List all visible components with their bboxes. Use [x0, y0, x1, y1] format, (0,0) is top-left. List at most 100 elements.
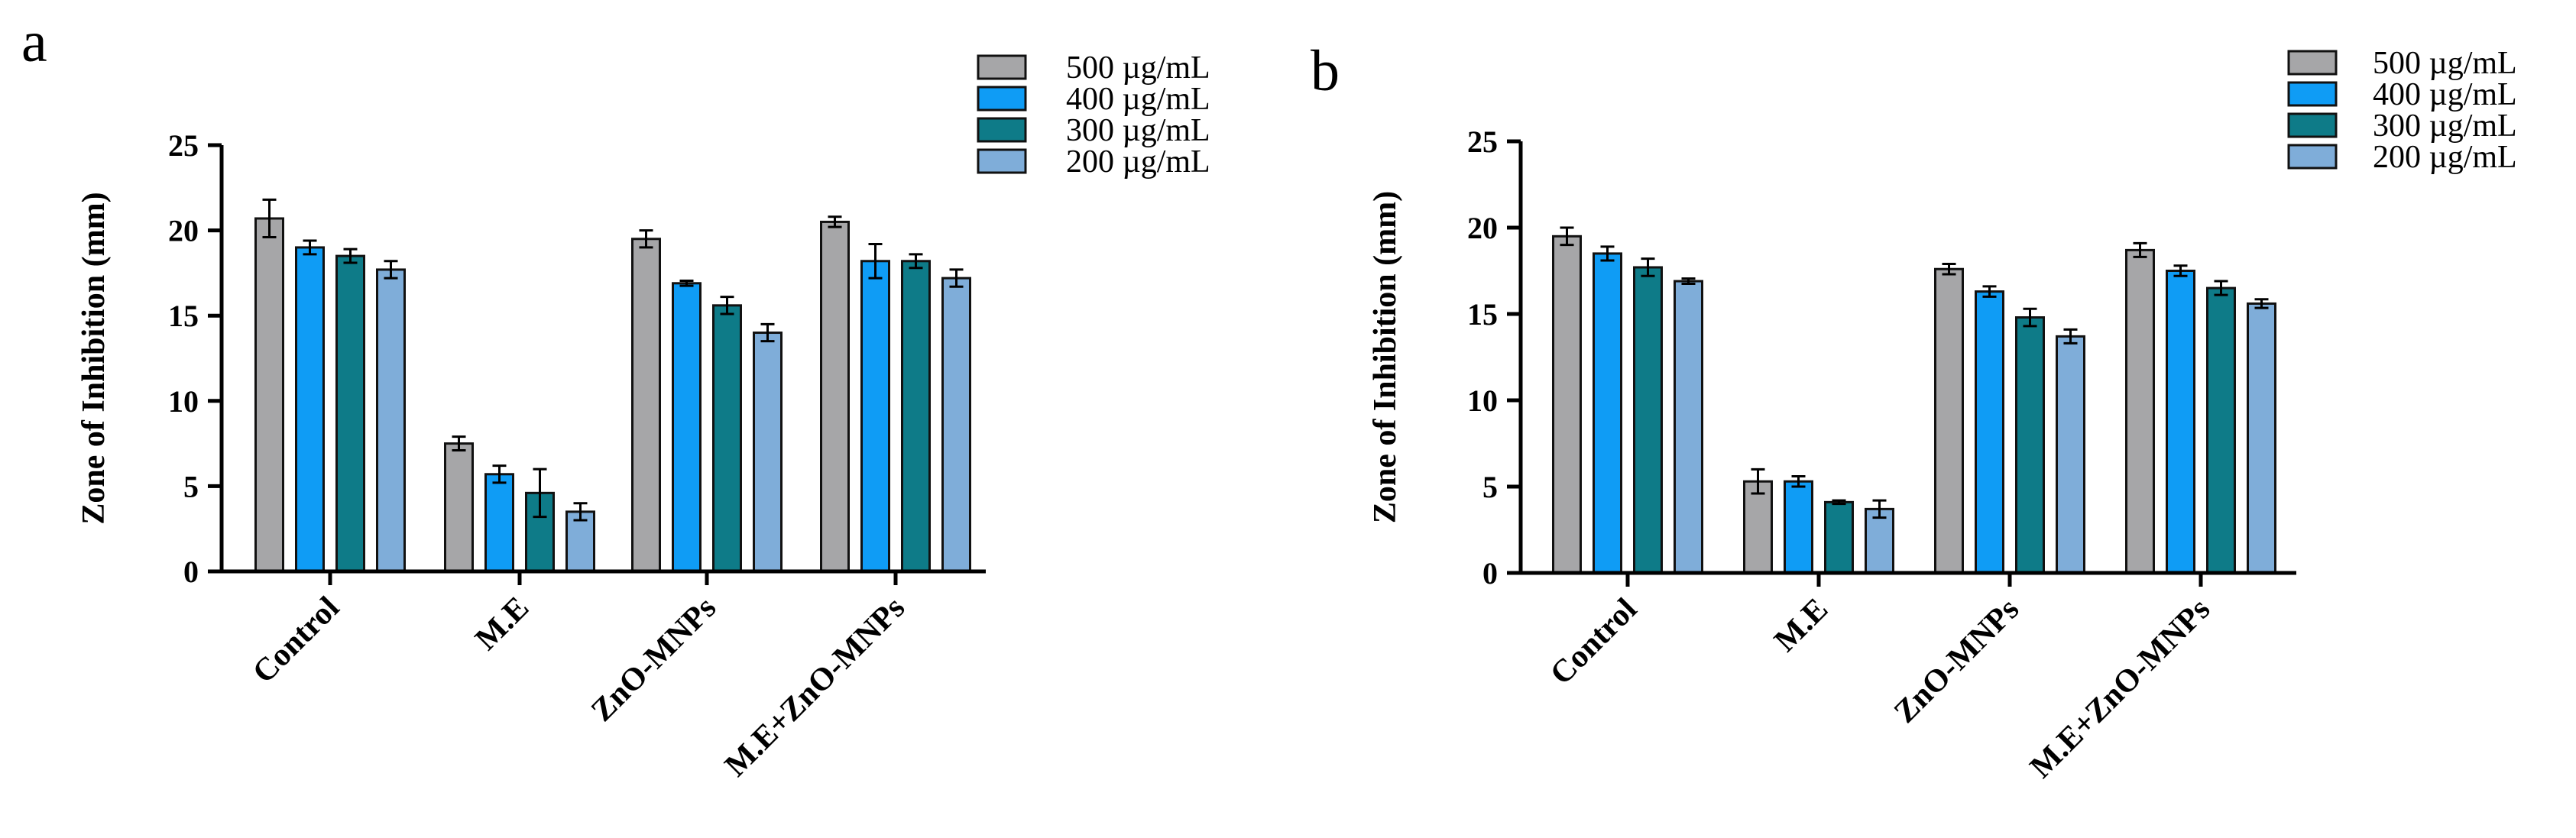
error-bar	[1600, 245, 1615, 262]
bar-m-e-zno-mnps-series-4	[2247, 302, 2276, 574]
bar-m-e-series-1	[444, 442, 474, 573]
y-tick-label: 15	[168, 299, 199, 333]
legend-swatch	[977, 86, 1027, 112]
chart-panel-a: a Zone of Inhibition (mm) 0 5 10 15 20 25 Contro…	[21, 10, 1210, 784]
error-bar	[1751, 468, 1765, 495]
bar-m-e-series-1	[1743, 480, 1773, 574]
bar-m-e-zno-mnps-series-3	[2206, 286, 2236, 574]
legend-label: 500 µg/mL	[2373, 46, 2517, 81]
error-bar	[720, 296, 734, 315]
panel-label: a	[21, 10, 47, 74]
panel-label: b	[1311, 39, 1340, 103]
error-bar	[828, 215, 842, 228]
x-category-label: M.E	[468, 590, 536, 658]
x-category-label: M.E+ZnO-MNPs	[718, 590, 912, 784]
bar-zno-mnps-series-4	[2056, 335, 2085, 574]
error-bar	[2254, 298, 2269, 309]
error-bar	[2133, 241, 2147, 258]
bar-control-series-1	[254, 217, 284, 573]
y-tick-label: 15	[1467, 297, 1498, 332]
error-bar	[384, 260, 398, 280]
bar-m-e-series-2	[484, 473, 514, 573]
error-bar	[262, 198, 277, 239]
error-bar	[343, 248, 358, 264]
bar-zno-mnps-series-2	[1975, 290, 2004, 574]
bar-control-series-2	[1593, 252, 1622, 574]
error-bar	[679, 279, 694, 287]
bar-m-e-zno-mnps-series-2	[860, 260, 890, 573]
error-bar	[1832, 499, 1846, 506]
legend-label: 200 µg/mL	[1066, 144, 1210, 180]
legend-label: 500 µg/mL	[1066, 50, 1210, 86]
error-bar	[1791, 474, 1806, 488]
y-tick-label: 5	[183, 469, 199, 503]
bar-m-e-series-2	[1784, 480, 1813, 574]
error-bar	[868, 242, 883, 280]
bar-control-series-2	[295, 246, 325, 573]
y-tick-label: 0	[183, 555, 199, 589]
bar-control-series-3	[335, 254, 365, 573]
error-bar	[452, 435, 466, 452]
chart-panel-b: b Zone of Inhibition (mm) 0 5 10 15 20 25 Contro…	[1311, 39, 2517, 785]
error-bar	[1560, 226, 1574, 247]
legend-swatch	[2287, 81, 2338, 107]
y-axis-title: Zone of Inhibition (mm)	[1368, 191, 1403, 523]
bar-m-e-series-3	[1824, 500, 1854, 574]
error-bar	[909, 253, 923, 270]
legend-label: 300 µg/mL	[2373, 108, 2517, 144]
y-axis-title: Zone of Inhibition (mm)	[76, 192, 112, 524]
error-bar	[533, 468, 547, 519]
bar-control-series-3	[1633, 266, 1663, 574]
x-category-label: Control	[246, 590, 346, 691]
y-tick-label: 20	[1467, 211, 1498, 245]
bar-control-series-4	[1674, 280, 1703, 574]
error-bar	[303, 239, 317, 256]
bar-zno-mnps-series-3	[2015, 316, 2045, 574]
error-bar	[1942, 262, 1956, 276]
bar-zno-mnps-series-3	[712, 304, 742, 573]
legend-label: 400 µg/mL	[1066, 82, 1210, 117]
legend-label: 300 µg/mL	[1066, 113, 1210, 148]
y-tick-label: 25	[168, 128, 199, 163]
x-category-label: Control	[1544, 592, 1644, 692]
error-bar	[639, 229, 653, 249]
error-bar	[949, 268, 964, 288]
error-bar	[1872, 499, 1887, 519]
error-bar	[1681, 277, 1696, 285]
legend-swatch	[2287, 112, 2338, 138]
error-bar	[2063, 328, 2078, 345]
bar-m-e-zno-mnps-series-1	[820, 220, 850, 573]
legend-swatch	[2287, 144, 2338, 170]
y-tick-label: 10	[1467, 383, 1498, 418]
legend-label: 400 µg/mL	[2373, 77, 2517, 112]
error-bar	[2173, 264, 2188, 277]
error-bar	[573, 502, 588, 522]
bar-zno-mnps-series-1	[1934, 267, 1964, 574]
x-category-label: ZnO-MNPs	[585, 590, 723, 729]
error-bar	[1982, 285, 1997, 298]
legend-swatch	[977, 148, 1027, 174]
error-bar	[1641, 257, 1655, 277]
bar-control-series-1	[1552, 235, 1582, 574]
y-tick-label: 5	[1482, 470, 1498, 504]
legend-swatch	[977, 54, 1027, 80]
legend-label: 200 µg/mL	[2373, 140, 2517, 175]
y-tick-label: 25	[1467, 125, 1498, 159]
bar-zno-mnps-series-1	[631, 238, 661, 573]
y-tick-label: 10	[168, 384, 199, 419]
bar-zno-mnps-series-2	[672, 282, 702, 573]
error-bar	[2214, 280, 2228, 296]
legend-swatch	[977, 117, 1027, 143]
x-category-label: M.E+ZnO-MNPs	[2024, 592, 2217, 785]
y-tick-label: 0	[1482, 556, 1498, 590]
error-bar	[492, 464, 507, 484]
bar-m-e-zno-mnps-series-3	[901, 260, 931, 573]
bar-m-e-zno-mnps-series-1	[2125, 248, 2155, 574]
bar-zno-mnps-series-4	[753, 332, 783, 573]
legend-swatch	[2287, 50, 2338, 76]
x-category-label: ZnO-MNPs	[1887, 592, 2026, 730]
bar-control-series-4	[376, 268, 406, 573]
